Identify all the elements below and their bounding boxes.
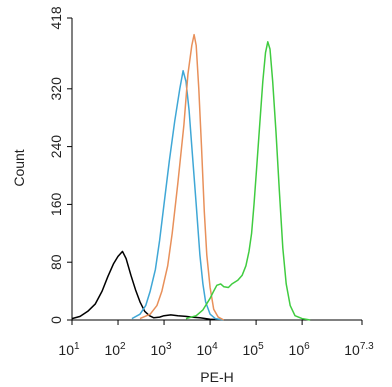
y-tick-label: 418	[48, 6, 64, 30]
series-line-4	[185, 41, 311, 321]
x-tick-label: 105	[243, 341, 265, 358]
x-tick-base: 10	[58, 342, 74, 358]
x-tick-base: 10	[344, 342, 360, 358]
x-tick-label: 101	[58, 341, 80, 358]
x-tick-exponent: 4	[212, 341, 218, 352]
x-tick-exponent: 2	[120, 341, 126, 352]
x-tick-base: 10	[197, 342, 213, 358]
y-tick-label: 160	[48, 193, 64, 217]
x-tick-label: 104	[197, 341, 219, 358]
series-line-2	[131, 69, 225, 321]
x-tick-base: 10	[150, 342, 166, 358]
y-tick-label: 80	[48, 254, 64, 270]
x-tick-label: 102	[104, 341, 126, 358]
y-axis-title: Count	[11, 149, 27, 186]
x-axis-ticks: 101 102 103 104 105 106 107.3	[58, 320, 374, 358]
axes	[71, 18, 362, 321]
x-axis-title: PE-H	[200, 369, 233, 385]
x-tick-base: 10	[104, 342, 120, 358]
x-tick-base: 10	[289, 342, 305, 358]
x-tick-exponent: 5	[258, 341, 264, 352]
x-tick-label: 107.3	[344, 341, 374, 358]
series-line-1	[71, 250, 224, 321]
y-tick-label: 320	[48, 77, 64, 101]
x-tick-exponent: 3	[166, 341, 172, 352]
series-line-3	[139, 33, 225, 321]
x-tick-exponent: 6	[304, 341, 310, 352]
y-tick-label: 0	[48, 316, 64, 324]
x-tick-label: 106	[289, 341, 311, 358]
x-tick-base: 10	[243, 342, 259, 358]
x-tick-exponent: 1	[74, 341, 80, 352]
series-layer	[71, 33, 311, 321]
x-tick-exponent: 7.3	[360, 341, 374, 352]
x-tick-label: 103	[150, 341, 172, 358]
y-axis-ticks: 0 80 160 240 320 418	[48, 6, 72, 324]
y-tick-label: 240	[48, 135, 64, 159]
